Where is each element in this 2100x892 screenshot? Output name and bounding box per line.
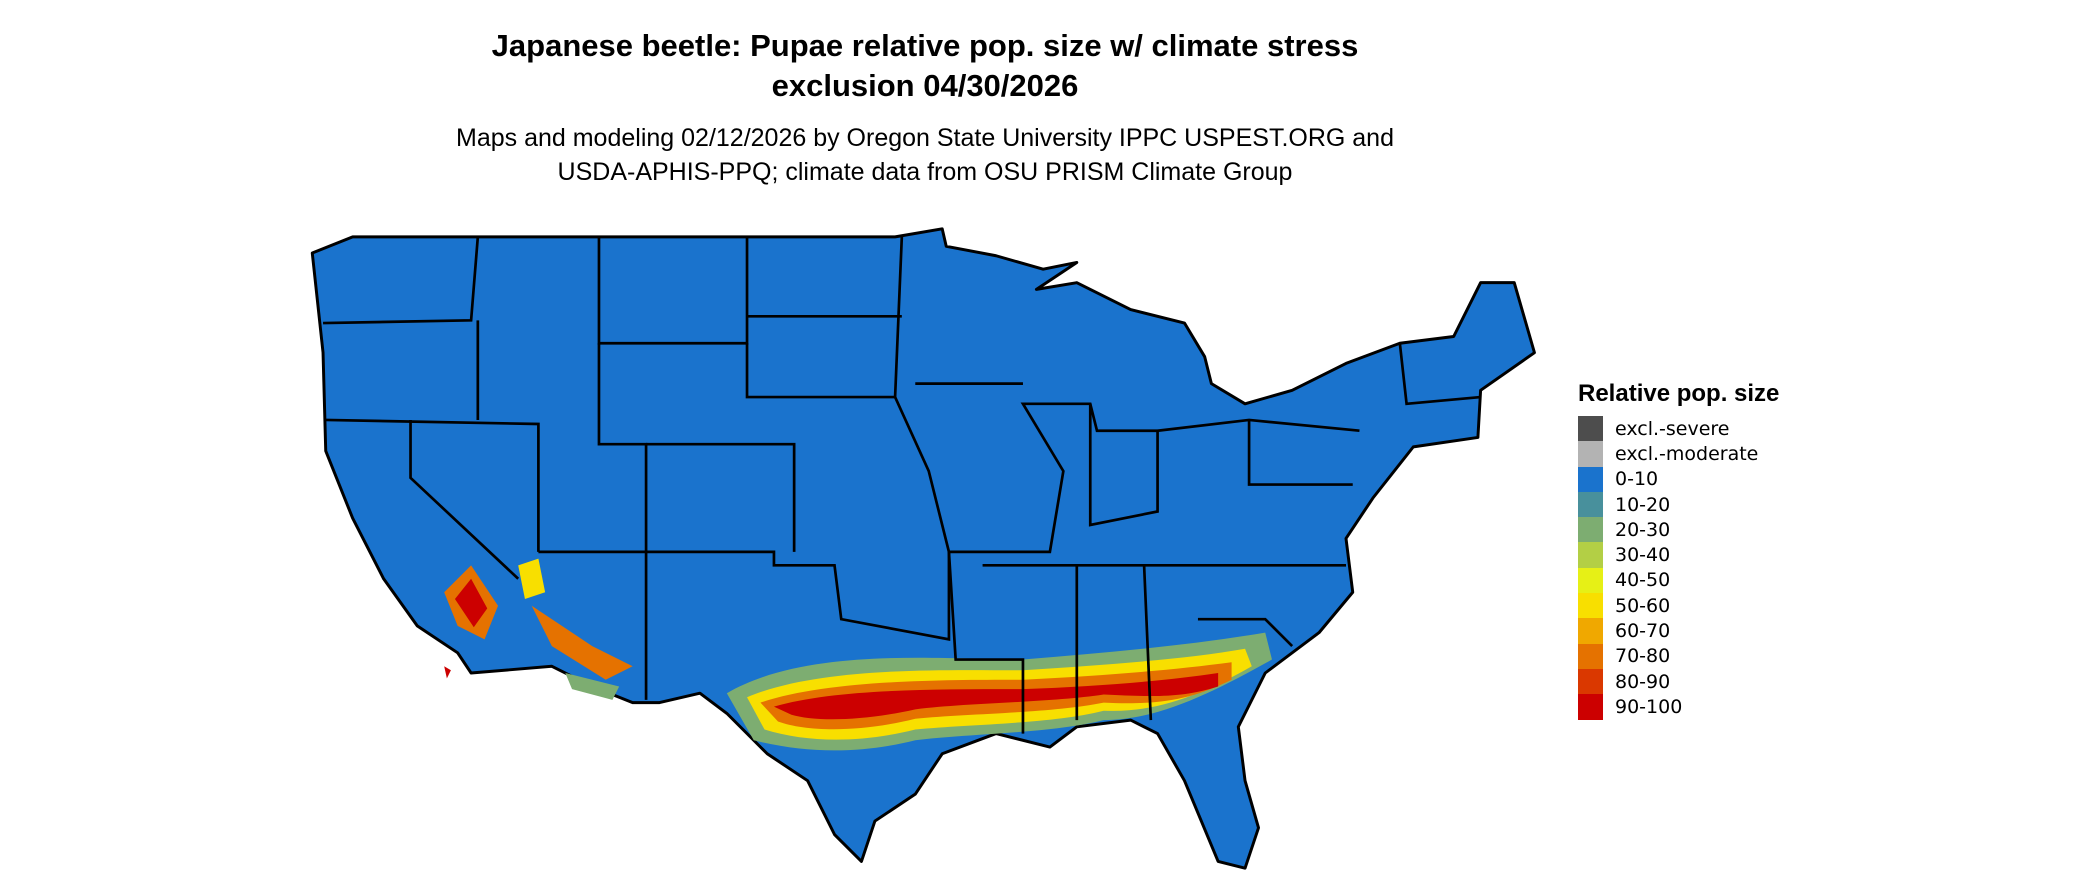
legend-item: 40-50 [1578, 567, 1779, 594]
legend-item: 30-40 [1578, 542, 1779, 568]
legend-swatch [1578, 593, 1603, 619]
legend-swatch [1578, 694, 1603, 720]
legend-swatch [1578, 643, 1603, 669]
legend-label: 0-10 [1615, 468, 1659, 491]
map-title-line1: Japanese beetle: Pupae relative pop. siz… [491, 28, 1359, 63]
legend-swatch [1578, 491, 1603, 518]
legend-label: 50-60 [1615, 594, 1671, 617]
legend-label: 40-50 [1615, 569, 1671, 592]
legend-swatch [1578, 542, 1603, 568]
legend-item: 50-60 [1578, 593, 1779, 619]
legend-item: 70-80 [1578, 643, 1779, 669]
legend-item: 10-20 [1578, 491, 1779, 518]
legend-swatch [1578, 441, 1603, 467]
legend-item: excl.-severe [1578, 416, 1779, 442]
hotspot-gulf-band [726, 632, 1272, 751]
legend-label: 20-30 [1615, 518, 1671, 541]
state-borders [323, 236, 1481, 734]
hotspot-southwest [444, 558, 633, 700]
legend-swatch [1578, 466, 1603, 492]
legend-item: 80-90 [1578, 668, 1779, 695]
legend-label: excl.-severe [1615, 417, 1730, 440]
legend-label: 10-20 [1615, 493, 1671, 516]
legend-item: excl.-moderate [1578, 441, 1779, 467]
legend-swatch [1578, 517, 1603, 543]
legend: Relative pop. size excl.-severe excl.-mod… [1578, 380, 1779, 720]
legend-title: Relative pop. size [1578, 380, 1780, 407]
legend-swatch [1578, 416, 1603, 442]
map-subtitle-line1: Maps and modeling 02/12/2026 by Oregon S… [456, 124, 1394, 152]
legend-swatch [1578, 668, 1603, 695]
legend-swatch [1578, 618, 1603, 644]
legend-label: 90-100 [1615, 695, 1683, 718]
legend-item: 0-10 [1578, 466, 1779, 492]
legend-label: 70-80 [1615, 645, 1671, 668]
legend-label: 80-90 [1615, 670, 1671, 693]
legend-label: 60-70 [1615, 620, 1671, 643]
legend-label: excl.-moderate [1615, 442, 1759, 465]
us-outline [310, 227, 1536, 870]
map-title-line2: exclusion 04/30/2026 [771, 68, 1079, 103]
map-subtitle-line2: USDA-APHIS-PPQ; climate data from OSU PR… [557, 158, 1293, 186]
legend-item: 90-100 [1578, 694, 1779, 720]
legend-item: 60-70 [1578, 618, 1779, 644]
legend-label: 30-40 [1615, 544, 1671, 567]
legend-item: 20-30 [1578, 517, 1779, 543]
legend-swatch [1578, 567, 1603, 594]
